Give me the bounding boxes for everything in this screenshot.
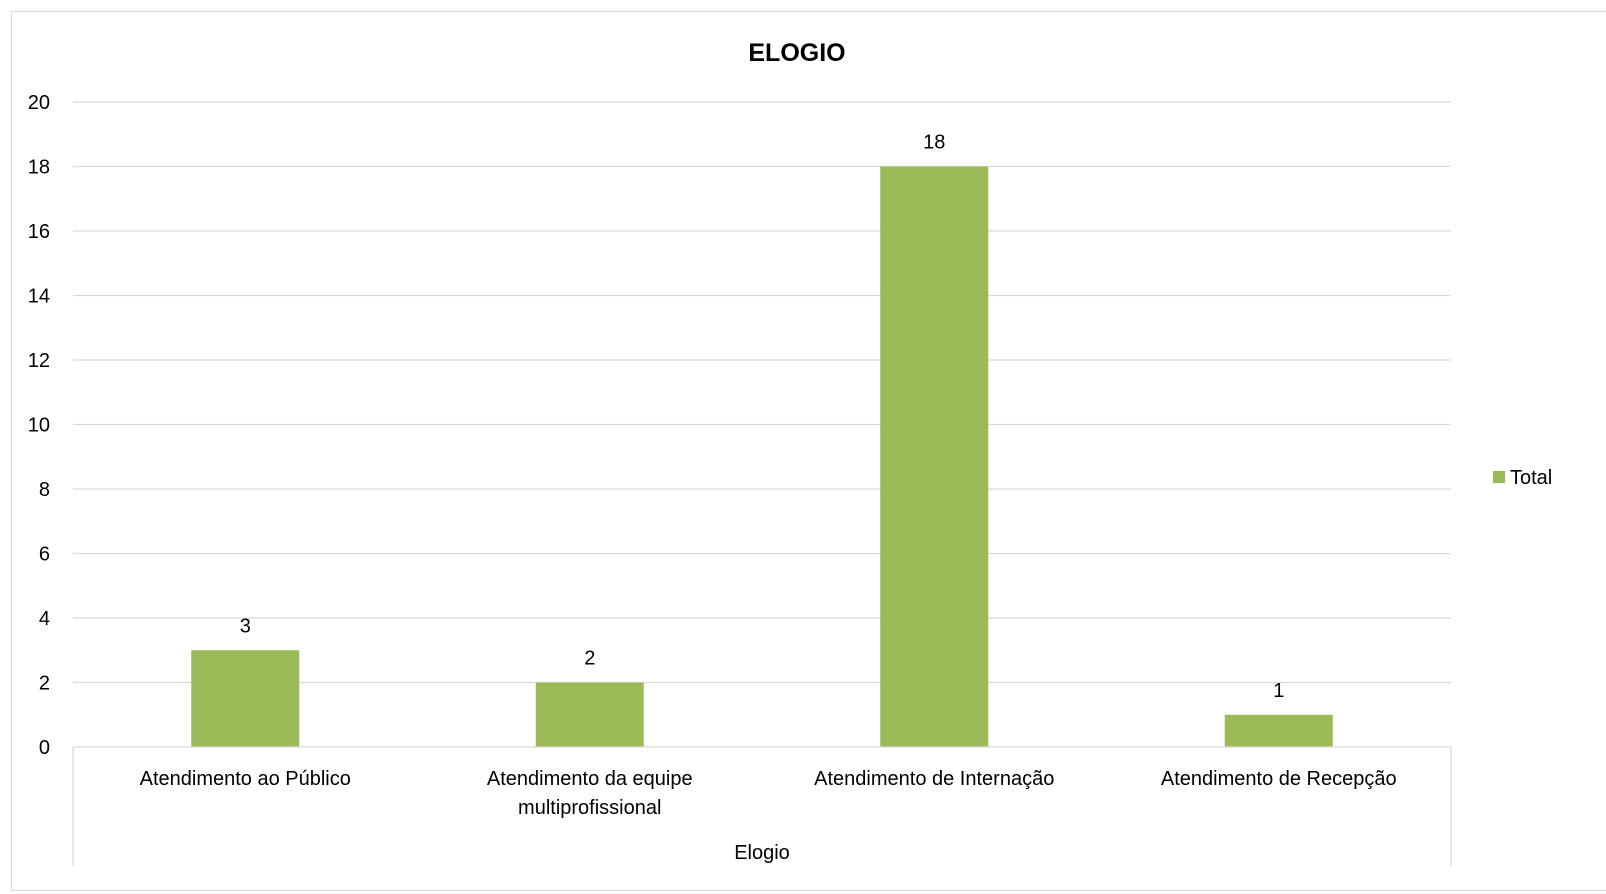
- y-tick-label: 20: [28, 92, 50, 114]
- y-tick-label: 14: [28, 286, 50, 308]
- category-label-line: Atendimento de Internação: [814, 768, 1054, 790]
- category-label-line: Atendimento de Recepção: [1161, 768, 1397, 790]
- x-axis: Atendimento ao Público Atendimento da equ…: [72, 746, 1452, 866]
- y-tick-label: 8: [39, 479, 50, 501]
- bar: [880, 166, 989, 747]
- y-tick-label: 12: [28, 350, 50, 372]
- legend: Total: [1493, 467, 1552, 489]
- y-axis-ticks: 0 2 4 6 8 10 12 14 16 18 20: [28, 92, 50, 759]
- category-label: Atendimento da equipe multiprofissional: [487, 768, 693, 819]
- gridlines: [73, 101, 1451, 684]
- data-label: 18: [923, 132, 945, 154]
- y-tick-label: 16: [28, 221, 50, 243]
- category-label-line: Atendimento ao Público: [140, 768, 351, 790]
- category-label-line: Atendimento da equipe: [487, 768, 693, 790]
- category-label: Atendimento de Internação: [814, 768, 1054, 790]
- bar: [1224, 714, 1333, 747]
- data-label: 2: [584, 648, 595, 670]
- data-label: 1: [1273, 680, 1284, 702]
- y-tick-label: 4: [39, 608, 50, 630]
- bar: [191, 650, 300, 747]
- y-tick-label: 0: [39, 737, 50, 759]
- bars: [191, 166, 1333, 747]
- y-tick-label: 6: [39, 544, 50, 566]
- legend-swatch: [1493, 471, 1505, 483]
- x-axis-title: Elogio: [734, 842, 790, 864]
- category-label: Atendimento ao Público: [140, 768, 351, 790]
- y-tick-label: 2: [39, 673, 50, 695]
- chart-title: ELOGIO: [748, 39, 845, 67]
- data-label: 3: [240, 615, 251, 637]
- category-label-line: multiprofissional: [518, 797, 661, 819]
- legend-label: Total: [1510, 467, 1552, 489]
- y-tick-label: 10: [28, 415, 50, 437]
- data-labels: 3 2 18 1: [240, 132, 1285, 702]
- y-tick-label: 18: [28, 157, 50, 179]
- category-label: Atendimento de Recepção: [1161, 768, 1397, 790]
- bar: [535, 682, 644, 747]
